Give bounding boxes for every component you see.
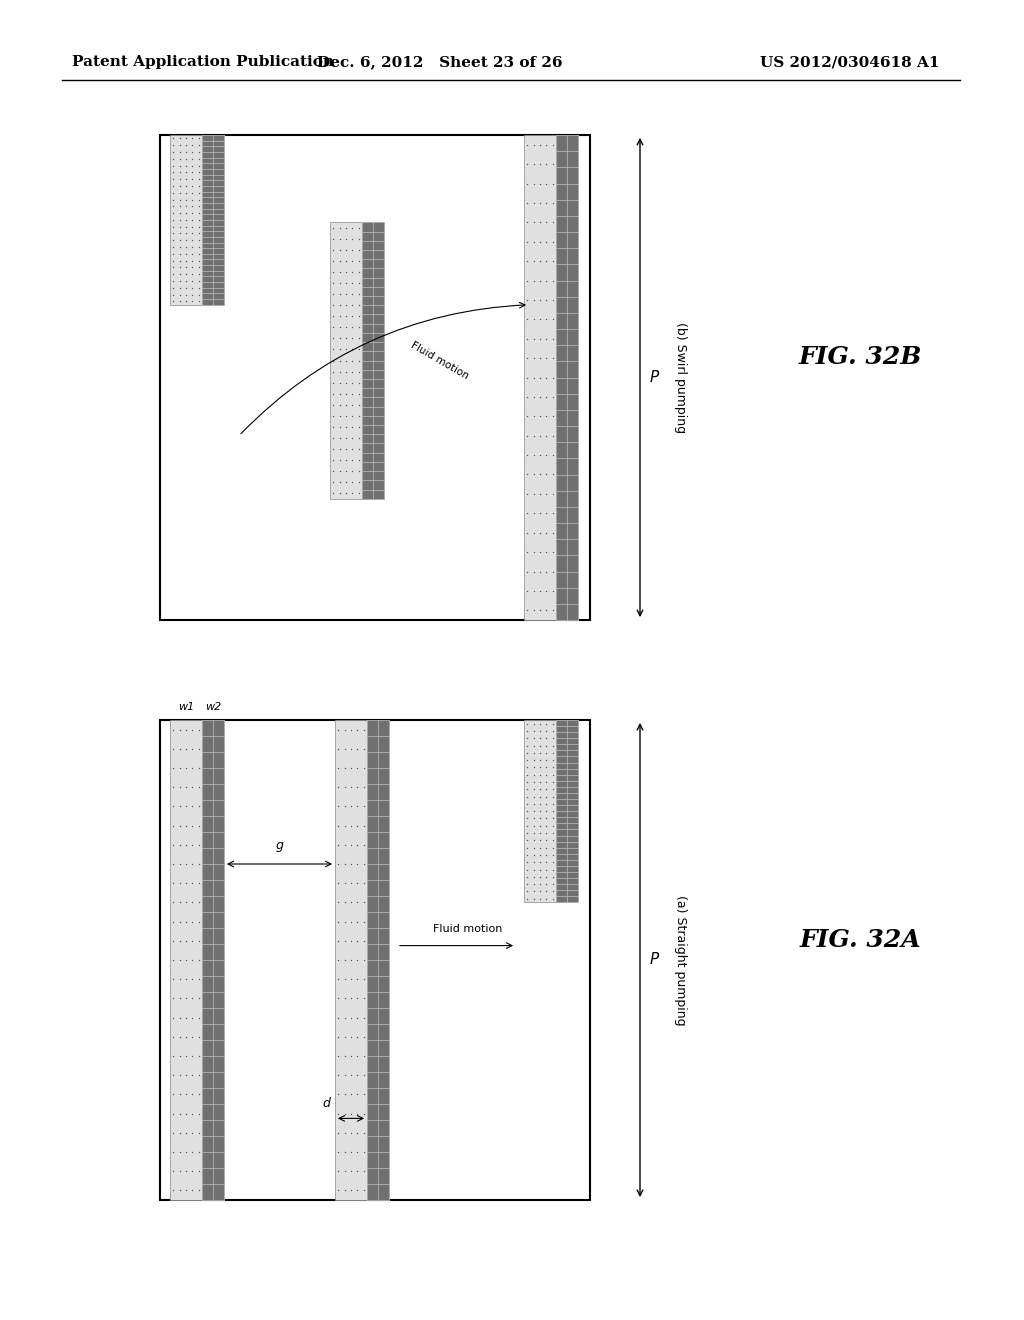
Bar: [160, 135, 590, 620]
Text: (a) Straight pumping: (a) Straight pumping: [674, 895, 686, 1026]
Bar: [524, 135, 556, 620]
Text: (b) Swirl pumping: (b) Swirl pumping: [674, 322, 686, 433]
Text: w2: w2: [205, 702, 221, 711]
Text: Fluid motion: Fluid motion: [409, 339, 470, 380]
Text: FIG. 32A: FIG. 32A: [799, 928, 921, 952]
Text: d: d: [323, 1097, 330, 1110]
Bar: [362, 222, 384, 499]
Bar: [202, 719, 224, 1200]
Bar: [367, 719, 389, 1200]
Text: Patent Application Publication: Patent Application Publication: [72, 55, 334, 69]
Bar: [160, 719, 590, 1200]
Bar: [170, 719, 202, 1200]
Text: Dec. 6, 2012   Sheet 23 of 26: Dec. 6, 2012 Sheet 23 of 26: [317, 55, 563, 69]
Bar: [202, 135, 224, 305]
Bar: [556, 135, 578, 620]
Text: FIG. 32B: FIG. 32B: [799, 346, 922, 370]
Bar: [524, 719, 556, 903]
Text: w1: w1: [178, 702, 195, 711]
Bar: [556, 719, 578, 903]
Text: g: g: [275, 840, 284, 851]
Bar: [335, 719, 367, 1200]
Bar: [330, 222, 362, 499]
Bar: [170, 135, 202, 305]
Text: Fluid motion: Fluid motion: [433, 924, 502, 933]
Text: P: P: [650, 953, 659, 968]
Text: US 2012/0304618 A1: US 2012/0304618 A1: [761, 55, 940, 69]
Text: P: P: [650, 370, 659, 385]
